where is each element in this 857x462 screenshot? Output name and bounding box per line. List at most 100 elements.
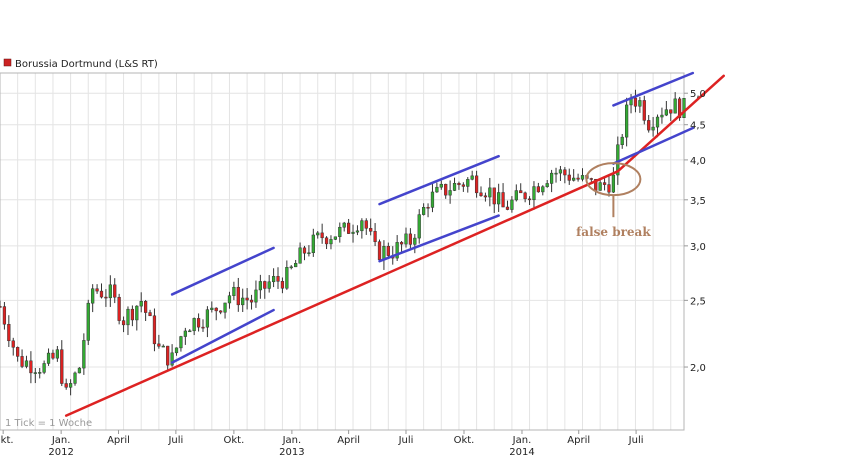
- candle-body: [497, 192, 501, 205]
- candle-body: [479, 192, 483, 197]
- candle-body: [408, 233, 413, 245]
- candle-body: [214, 307, 218, 312]
- x-tick-label: Jan.: [282, 435, 302, 446]
- candle-body: [338, 226, 342, 238]
- candle-body: [620, 136, 624, 146]
- y-tick-label: 3,5: [690, 196, 706, 207]
- candle-body: [276, 276, 280, 282]
- candle-body: [232, 286, 236, 296]
- candle-body: [435, 186, 439, 193]
- candle-body: [598, 182, 602, 191]
- candle-body: [483, 195, 488, 198]
- candle-body: [267, 281, 271, 289]
- candle-body: [55, 349, 59, 359]
- candle-body: [580, 175, 585, 180]
- legend-label: Borussia Dortmund (L&S RT): [15, 59, 158, 70]
- y-axis: 2,0 2,5 3,0 3,5 4,0 4,5 5,0: [684, 89, 706, 374]
- candle-body: [38, 372, 42, 374]
- candle-body: [188, 330, 192, 333]
- candle-body: [135, 305, 139, 321]
- candle-body: [104, 296, 108, 299]
- candle-body: [382, 245, 386, 260]
- candle-body: [466, 179, 470, 187]
- candle-body: [201, 326, 205, 329]
- candle-body: [413, 237, 417, 245]
- candle-body: [461, 184, 465, 187]
- candle-body: [417, 214, 421, 239]
- candle-body: [51, 352, 55, 359]
- trendline-channel-bottom-2: [378, 214, 500, 263]
- candle-body: [166, 345, 170, 366]
- x-tick-label: Juli: [628, 435, 644, 446]
- candle-body: [426, 207, 430, 209]
- x-year-label: 2014: [509, 447, 534, 458]
- candle-body: [223, 302, 227, 313]
- candle-body: [205, 309, 210, 328]
- y-tick-label: 4,0: [690, 156, 706, 167]
- candle-body: [589, 178, 593, 180]
- candle-body: [20, 356, 24, 367]
- trendlines: [64, 71, 725, 417]
- candle-body: [558, 169, 563, 174]
- candle-body: [82, 340, 86, 369]
- candle-body: [307, 252, 311, 255]
- candle-body: [33, 372, 37, 374]
- candle-body: [549, 172, 554, 184]
- candle-body: [324, 237, 329, 245]
- grid: [0, 73, 684, 430]
- candle-body: [647, 120, 651, 131]
- candle-body: [655, 116, 660, 128]
- candle-body: [311, 234, 315, 254]
- candle-body: [404, 233, 408, 245]
- candle-body: [567, 174, 571, 181]
- candle-body: [7, 323, 11, 342]
- candle-body: [139, 301, 143, 307]
- x-tick-label: Okt.: [454, 435, 475, 446]
- legend: Borussia Dortmund (L&S RT): [3, 58, 158, 70]
- candle-body: [161, 345, 165, 348]
- candle-body: [77, 367, 82, 374]
- candle-body: [113, 284, 117, 298]
- candle-body: [448, 190, 452, 196]
- candle-body: [64, 383, 68, 388]
- y-tick-label: 2,5: [690, 296, 706, 307]
- candle-body: [395, 242, 399, 259]
- candle-body: [210, 307, 214, 310]
- false-break-label: false break: [576, 225, 651, 239]
- candle-body: [572, 177, 576, 181]
- candle-body: [2, 306, 7, 325]
- tick-footnote: 1 Tick = 1 Woche: [5, 418, 92, 429]
- candle-body: [669, 109, 673, 114]
- candle-body: [329, 239, 333, 245]
- candle-body: [492, 187, 496, 205]
- trendline-channel-bottom-1: [170, 308, 275, 364]
- x-axis: Okt.Jan.2012AprilJuliOkt.Jan.2013AprilJu…: [0, 430, 644, 458]
- x-tick-label: April: [107, 435, 130, 446]
- candle-body: [536, 186, 540, 193]
- candle-body: [249, 299, 254, 303]
- candle-body: [46, 352, 51, 364]
- y-tick-label: 4,5: [690, 121, 706, 132]
- candle-body: [563, 169, 567, 176]
- y-tick-label: 3,0: [690, 242, 706, 253]
- candle-body: [651, 126, 655, 131]
- candle-body: [0, 306, 2, 308]
- candle-body: [452, 182, 457, 191]
- candle-body: [399, 242, 404, 245]
- candle-body: [501, 192, 505, 208]
- candle-body: [532, 186, 536, 201]
- x-tick-label: Okt.: [224, 435, 245, 446]
- candle-body: [121, 320, 126, 326]
- candle-body: [386, 245, 390, 256]
- trendline-channel-top-2: [378, 154, 500, 206]
- trendline-channel-top-1: [170, 246, 275, 296]
- candle-body: [625, 104, 629, 138]
- candle-body: [660, 114, 664, 118]
- candle-body: [73, 372, 77, 384]
- annotation: false break: [576, 162, 651, 239]
- x-tick-label: Okt.: [0, 435, 14, 446]
- candle-body: [430, 191, 435, 208]
- candle-body: [219, 310, 223, 313]
